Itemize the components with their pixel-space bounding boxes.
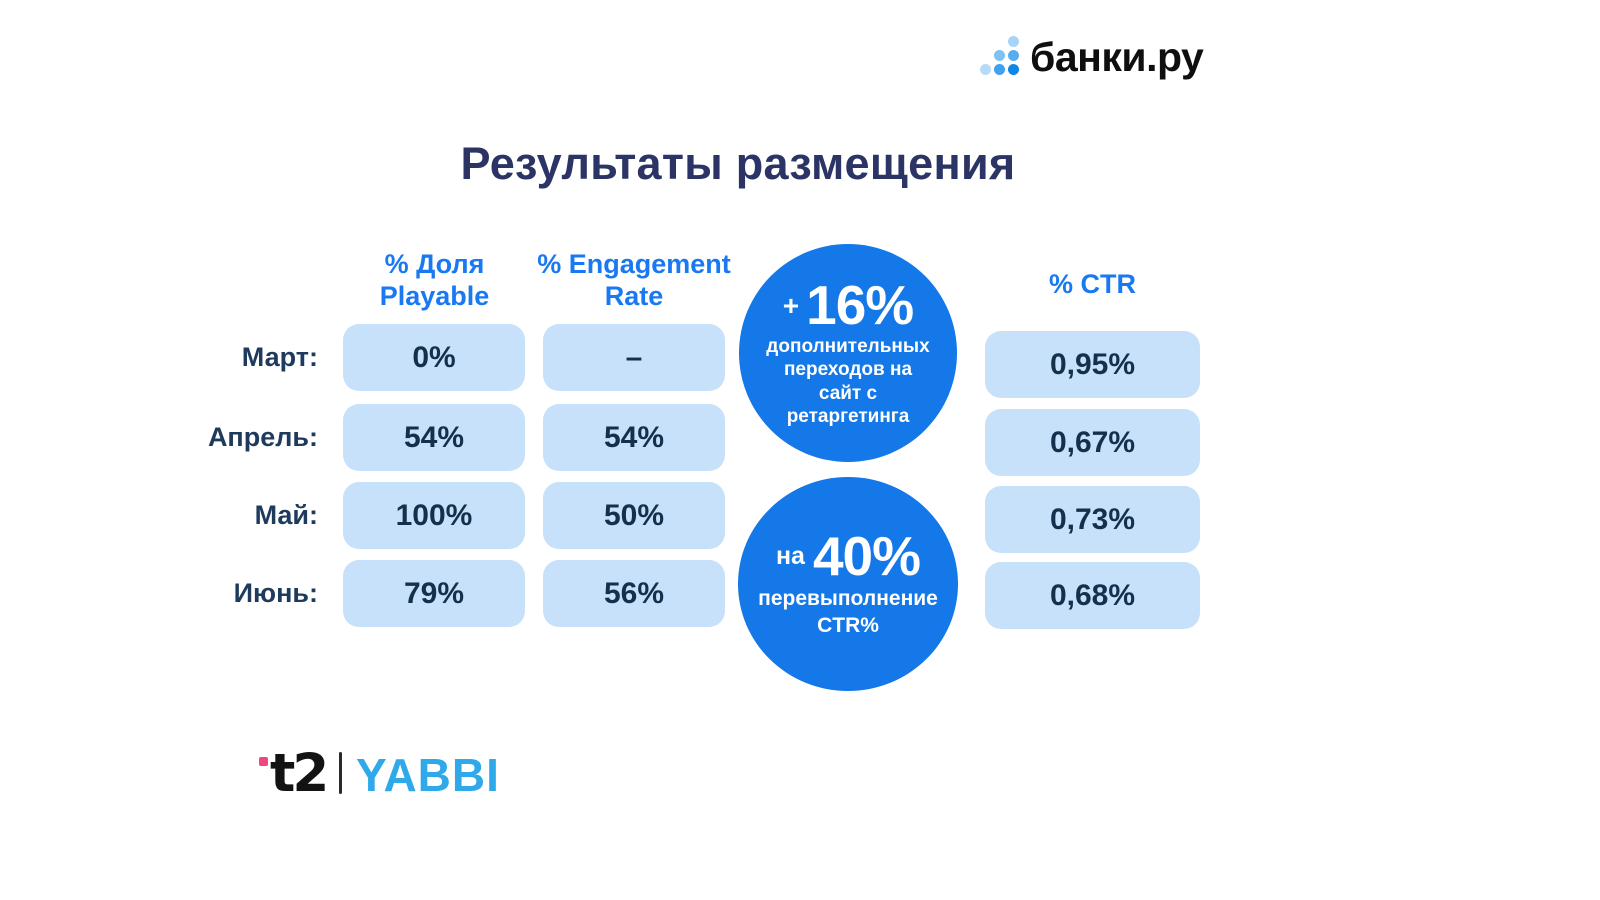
banki-dot-4	[980, 64, 991, 75]
yabbi-logo: YABBI	[356, 749, 500, 801]
callout-ctr-value-row: на 40%	[775, 525, 921, 588]
callout-retargeting-line-4: ретаргетинга	[786, 405, 910, 427]
cell-ctr-may: 0,73%	[985, 486, 1200, 553]
banki-dot-3	[1008, 50, 1019, 61]
callout-retargeting-prefix: +	[782, 289, 800, 321]
callout-retargeting-line-3: сайт с	[818, 382, 878, 404]
cell-ctr-june: 0,68%	[985, 562, 1200, 629]
row-label-may: Май:	[254, 500, 318, 530]
cell-engagement-april: 54%	[543, 404, 725, 471]
logo-divider	[339, 752, 342, 794]
cell-ctr-march: 0,95%	[985, 331, 1200, 398]
callout-retargeting-line-1: дополнительных	[766, 336, 930, 358]
callout-ctr-value: 40%	[812, 525, 921, 588]
column-header-playable: % Доля Playable	[379, 249, 490, 311]
cell-playable-april: 54%	[343, 404, 525, 471]
cell-playable-march: 0%	[343, 324, 525, 391]
t2-logo: t2	[270, 743, 329, 804]
callout-retargeting-value: 16%	[806, 274, 914, 337]
cell-engagement-may: 50%	[543, 482, 725, 549]
cell-playable-may: 100%	[343, 482, 525, 549]
row-label-april: Апрель:	[207, 422, 318, 452]
column-header-ctr: % CTR	[1049, 269, 1136, 299]
callout-ctr-line-1: перевыполнение	[758, 587, 938, 611]
banki-ru-dots-icon	[980, 36, 1019, 75]
callout-ctr-line-2: CTR%	[817, 613, 879, 637]
callout-ctr-prefix: на	[775, 542, 805, 571]
banki-dot-2	[994, 50, 1005, 61]
callout-retargeting-value-row: + 16%	[782, 274, 914, 337]
callout-retargeting-bubble: + 16% дополнительных переходов на сайт с…	[739, 244, 957, 462]
callout-ctr-bubble: на 40% перевыполнение CTR%	[738, 477, 958, 691]
callout-retargeting-line-2: переходов на	[783, 359, 913, 381]
page-title: Результаты размещения	[460, 138, 1016, 189]
row-label-june: Июнь:	[233, 578, 318, 608]
t2-logo-dot-icon	[259, 757, 268, 766]
banki-dot-1	[1008, 36, 1019, 47]
column-header-engagement-rate: % Engagement Rate	[537, 249, 731, 311]
cell-engagement-march: –	[543, 324, 725, 391]
banki-dot-6	[1008, 64, 1019, 75]
row-label-march: Март:	[241, 342, 318, 372]
cell-playable-june: 79%	[343, 560, 525, 627]
cell-ctr-april: 0,67%	[985, 409, 1200, 476]
cell-engagement-june: 56%	[543, 560, 725, 627]
banki-ru-logo-text: банки.ру	[1030, 34, 1204, 80]
banki-dot-5	[994, 64, 1005, 75]
